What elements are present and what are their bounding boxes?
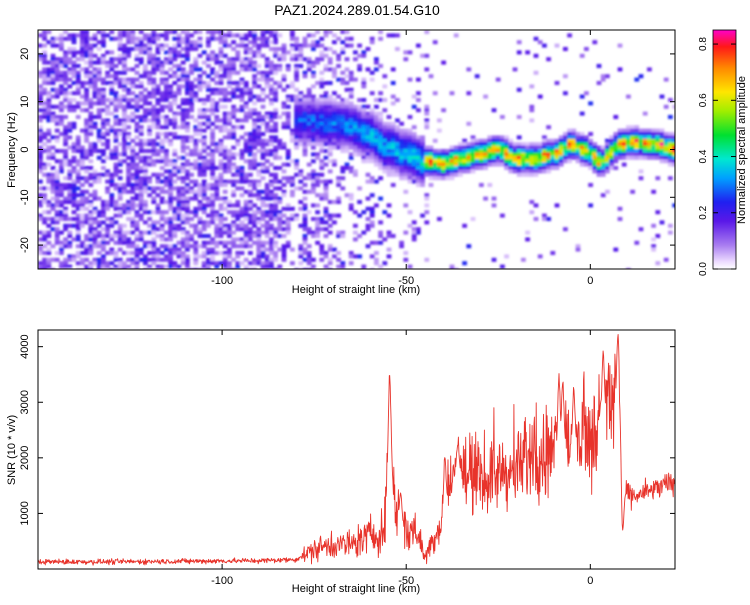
colorbar-tick-label: 0.6 xyxy=(698,93,709,107)
y-tick-label: 4000 xyxy=(19,334,31,358)
x-tick-label: -100 xyxy=(211,275,233,287)
y-tick-label: -20 xyxy=(19,237,31,253)
colorbar-label: Normalized spectral amplitude xyxy=(736,76,748,224)
colorbar-gradient xyxy=(712,29,737,270)
snr-xlabel: Height of straight line (km) xyxy=(292,583,420,595)
y-tick-label: 2000 xyxy=(19,446,31,470)
x-tick-label: 0 xyxy=(587,575,593,587)
y-tick-label: 1000 xyxy=(19,501,31,525)
x-tick-label: -50 xyxy=(398,275,414,287)
x-tick-label: -100 xyxy=(211,575,233,587)
figure-title: PAZ1.2024.289.01.54.G10 xyxy=(274,2,440,18)
snr-axes: -100 -50 0 1000 2000 3000 4000 xyxy=(19,330,675,587)
spectrogram-ylabel: Frequency (Hz) xyxy=(6,112,18,188)
y-tick-label: -10 xyxy=(19,189,31,205)
snr-frame xyxy=(37,329,676,570)
snr-ylabel: SNR (10 * v/v) xyxy=(6,415,18,485)
colorbar-tick-label: 0.4 xyxy=(698,149,709,163)
snr-panel: -100 -50 0 1000 2000 3000 4000 Height of strai… xyxy=(6,329,676,595)
snr-series xyxy=(38,334,675,566)
y-tick-label: 3000 xyxy=(19,390,31,414)
colorbar-tick-label: 0.2 xyxy=(698,205,709,219)
y-tick-label: 20 xyxy=(19,48,31,60)
y-tick-label: 10 xyxy=(19,96,31,108)
spectrogram-xlabel: Height of straight line (km) xyxy=(292,284,420,296)
colorbar: 0.0 0.2 0.4 0.6 0.8 Normalized spectral ampl… xyxy=(698,29,748,276)
snr-line xyxy=(38,334,675,566)
spectrogram-cells xyxy=(38,30,675,269)
colorbar-tick-label: 0.0 xyxy=(698,262,709,276)
x-tick-label: -50 xyxy=(398,575,414,587)
colorbar-ticks: 0.0 0.2 0.4 0.6 0.8 xyxy=(698,37,736,276)
x-tick-label: 0 xyxy=(587,275,593,287)
colorbar-tick-label: 0.8 xyxy=(698,37,709,51)
y-tick-label: 0 xyxy=(19,146,31,152)
